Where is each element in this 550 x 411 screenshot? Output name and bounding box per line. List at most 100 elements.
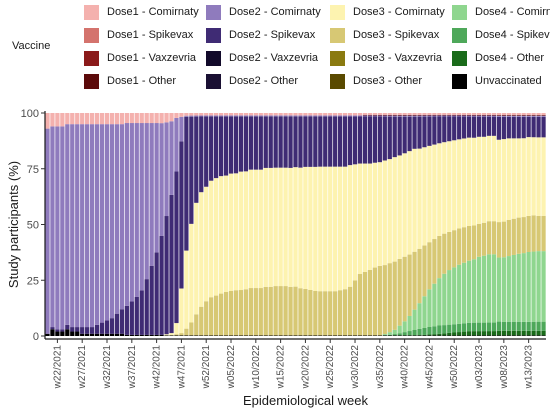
bar-segment bbox=[372, 267, 377, 336]
bar-segment bbox=[387, 332, 392, 335]
bar-segment bbox=[516, 115, 521, 116]
x-tick-label: w32/2021 bbox=[102, 345, 113, 390]
bar-segment bbox=[531, 335, 536, 336]
bar-segment bbox=[496, 335, 502, 336]
bar-segment bbox=[209, 297, 214, 336]
bar-segment bbox=[144, 334, 149, 336]
bar-segment bbox=[457, 116, 462, 140]
bar-segment bbox=[501, 139, 506, 222]
bar-segment bbox=[407, 315, 412, 332]
bar-segment bbox=[194, 116, 199, 203]
bar-segment bbox=[179, 335, 184, 336]
bar-segment bbox=[447, 270, 452, 325]
legend-item: Dose4 - Other bbox=[452, 50, 544, 66]
bar-segment bbox=[273, 167, 278, 287]
bar-segment bbox=[412, 148, 417, 252]
bar-segment bbox=[258, 113, 263, 116]
bar-segment bbox=[174, 113, 179, 118]
bar-segment bbox=[511, 330, 516, 336]
bar-segment bbox=[169, 194, 174, 334]
bar-segment bbox=[377, 265, 382, 336]
bar-segment bbox=[218, 293, 224, 336]
bar-segment bbox=[496, 116, 502, 140]
bar-segment bbox=[476, 116, 482, 137]
bar-segment bbox=[481, 136, 487, 223]
bar-segment bbox=[218, 113, 224, 116]
bar-segment bbox=[407, 254, 412, 316]
bar-segment bbox=[442, 273, 447, 326]
bar-segment bbox=[298, 288, 303, 336]
bar-segment bbox=[194, 335, 199, 336]
bar-segment bbox=[318, 115, 323, 117]
bar-segment bbox=[85, 113, 90, 125]
bar-segment bbox=[243, 171, 249, 290]
bar-segment bbox=[521, 113, 526, 116]
bar-segment bbox=[278, 115, 283, 117]
bar-segment bbox=[352, 164, 358, 281]
bar-segment bbox=[417, 114, 422, 116]
bar-segment bbox=[263, 167, 268, 287]
bar-segment bbox=[501, 115, 506, 117]
bar-segment bbox=[452, 335, 457, 336]
bar-segment bbox=[481, 331, 487, 336]
bar-segment bbox=[357, 335, 363, 336]
bar-segment bbox=[437, 335, 442, 336]
bar-segment bbox=[119, 124, 125, 310]
bar-segment bbox=[333, 113, 338, 116]
bar-segment bbox=[471, 259, 477, 323]
bar-segment bbox=[80, 327, 85, 334]
bar-segment bbox=[75, 124, 80, 328]
bar-segment bbox=[99, 322, 105, 334]
bar-segment bbox=[486, 115, 492, 117]
bar-segment bbox=[367, 114, 373, 116]
bar-segment bbox=[362, 116, 368, 164]
legend-item: Dose1 - Vaxzevria bbox=[84, 50, 196, 66]
bar-segment bbox=[184, 116, 189, 251]
bar-segment bbox=[422, 335, 427, 336]
bar-segment bbox=[347, 335, 353, 336]
bar-segment bbox=[308, 116, 313, 167]
bar-segment bbox=[253, 288, 258, 336]
bar-segment bbox=[427, 334, 432, 336]
bar-segment bbox=[124, 123, 129, 306]
bar-segment bbox=[60, 331, 65, 336]
bar-segment bbox=[471, 116, 477, 138]
legend-item: Dose1 - Other bbox=[84, 73, 176, 89]
bar-segment bbox=[402, 321, 407, 333]
bar-segment bbox=[318, 166, 323, 292]
bar-segment bbox=[521, 321, 526, 331]
bar-segment bbox=[427, 242, 432, 290]
bar-segment bbox=[417, 328, 422, 336]
bar-segment bbox=[263, 116, 268, 168]
bar-segment bbox=[169, 333, 174, 336]
bar-segment bbox=[303, 288, 308, 336]
bar-segment bbox=[159, 113, 164, 124]
bar-segment bbox=[506, 330, 511, 336]
bar-segment bbox=[338, 113, 343, 116]
bar-segment bbox=[313, 115, 318, 117]
bar-segment bbox=[476, 331, 482, 336]
bar-segment bbox=[387, 115, 392, 117]
bar-segment bbox=[397, 258, 402, 326]
bar-segment bbox=[362, 114, 368, 116]
bar-segment bbox=[447, 335, 452, 336]
legend-swatch bbox=[84, 73, 99, 89]
bar-segment bbox=[417, 116, 422, 149]
bar-segment bbox=[521, 330, 526, 336]
bar-segment bbox=[462, 138, 467, 228]
bar-segment bbox=[89, 124, 95, 328]
bar-segment bbox=[422, 147, 427, 246]
bar-segment bbox=[194, 113, 199, 116]
bar-segment bbox=[457, 113, 462, 115]
bar-segment bbox=[491, 116, 497, 136]
legend-swatch bbox=[330, 50, 345, 66]
bar-segment bbox=[491, 113, 497, 115]
bar-segment bbox=[248, 335, 253, 336]
bar-segment bbox=[496, 113, 502, 116]
bar-segment bbox=[248, 169, 253, 289]
bar-segment bbox=[437, 333, 442, 336]
bar-segment bbox=[506, 335, 511, 336]
bar-segment bbox=[308, 166, 313, 290]
bar-segment bbox=[253, 335, 258, 336]
